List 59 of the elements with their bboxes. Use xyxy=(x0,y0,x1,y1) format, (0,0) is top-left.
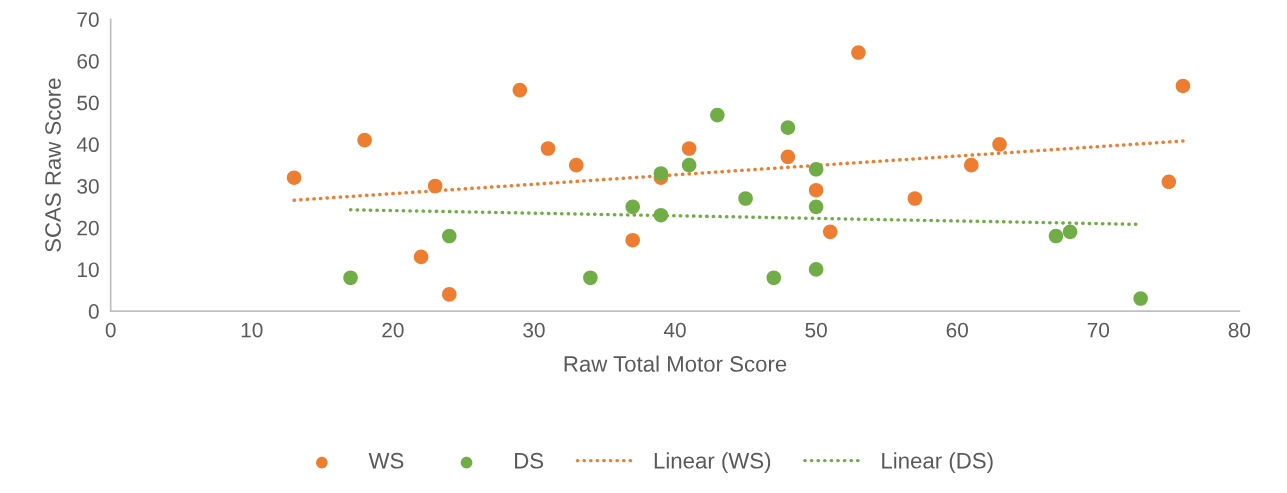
point xyxy=(653,207,669,223)
y-axis-title: SCAS Raw Score xyxy=(45,78,61,252)
point xyxy=(780,120,796,135)
y-tick-label: 20 xyxy=(77,220,99,236)
x-tick-label: 50 xyxy=(805,322,827,338)
point xyxy=(992,137,1007,152)
x-tick-label: 30 xyxy=(523,322,545,338)
point xyxy=(1175,78,1191,94)
legend-label: WS xyxy=(368,452,404,469)
x-tick-label: 20 xyxy=(382,322,404,338)
x-tick-label: 0 xyxy=(105,322,116,338)
point xyxy=(413,249,429,265)
legend-label: Linear (WS) xyxy=(654,452,771,473)
y-tick-label: 0 xyxy=(88,304,99,319)
point xyxy=(427,178,443,194)
x-axis-title: Raw Total Motor Score xyxy=(564,355,787,372)
y-tick-label: 30 xyxy=(77,179,99,194)
point xyxy=(653,166,669,181)
y-tick-label: 50 xyxy=(77,95,99,111)
point xyxy=(625,199,640,215)
point xyxy=(964,157,979,173)
point xyxy=(286,170,302,185)
point xyxy=(1161,174,1177,190)
x-tick-label: 10 xyxy=(241,322,263,338)
point xyxy=(681,157,697,173)
point xyxy=(357,132,372,148)
y-tick-label: 40 xyxy=(76,137,99,153)
point xyxy=(681,141,697,156)
y-tick-label: 70 xyxy=(77,12,99,27)
point xyxy=(442,287,457,302)
point xyxy=(442,228,457,244)
point xyxy=(766,270,782,286)
point xyxy=(738,191,753,206)
point xyxy=(808,162,824,177)
point xyxy=(808,199,824,215)
point xyxy=(822,224,838,240)
x-tick-label: 80 xyxy=(1228,322,1251,338)
point xyxy=(1133,291,1148,306)
point xyxy=(583,270,598,286)
point xyxy=(568,157,584,173)
point xyxy=(1048,228,1064,244)
point xyxy=(780,149,796,165)
point xyxy=(540,141,556,156)
x-tick-label: 60 xyxy=(946,322,968,338)
point xyxy=(1062,224,1078,240)
y-tick-label: 10 xyxy=(77,262,99,278)
point xyxy=(343,270,358,286)
point xyxy=(710,107,725,123)
point xyxy=(851,45,866,60)
point xyxy=(808,182,824,198)
legend-label: DS xyxy=(515,452,544,469)
point xyxy=(625,232,640,248)
x-tick-label: 40 xyxy=(663,322,686,338)
x-tick-label: 70 xyxy=(1087,322,1110,338)
point xyxy=(512,82,528,98)
point xyxy=(907,191,923,206)
point xyxy=(808,262,824,277)
legend-label: Linear (DS) xyxy=(882,452,993,473)
y-tick-label: 60 xyxy=(77,53,99,69)
